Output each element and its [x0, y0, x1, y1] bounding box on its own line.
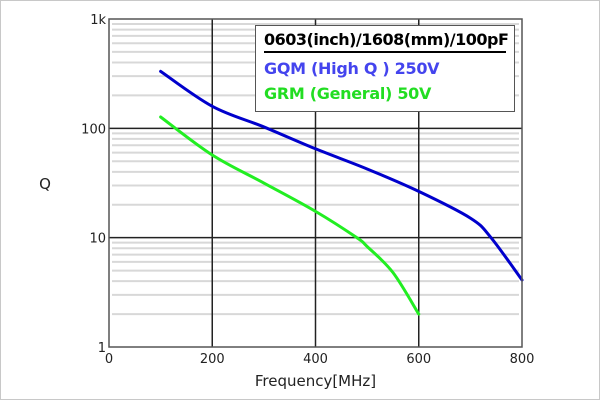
- y-tick-label: 10: [89, 232, 106, 247]
- chart-title: 0603(inch)/1608(mm)/100pF: [264, 30, 509, 53]
- y-tick-label: 100: [81, 122, 106, 137]
- legend-item-grm: GRM (General) 50V: [264, 84, 432, 103]
- y-axis-label: Q: [39, 175, 51, 193]
- series-line-grm: [159, 115, 421, 316]
- x-tick-label: 600: [406, 352, 431, 367]
- x-axis-label: Frequency[MHz]: [255, 372, 376, 390]
- y-tick-label: 1k: [90, 13, 106, 28]
- plot-border: [108, 18, 523, 348]
- x-tick-label: 200: [200, 352, 225, 367]
- x-tick-label: 400: [303, 352, 328, 367]
- legend: 0603(inch)/1608(mm)/100pF GQM (High Q ) …: [255, 25, 515, 112]
- y-tick-label: 1: [98, 341, 106, 356]
- x-tick-label: 800: [510, 352, 535, 367]
- x-tick-label: 0: [105, 352, 113, 367]
- series-line-gqm: [159, 69, 524, 282]
- legend-item-gqm: GQM (High Q ) 250V: [264, 59, 440, 78]
